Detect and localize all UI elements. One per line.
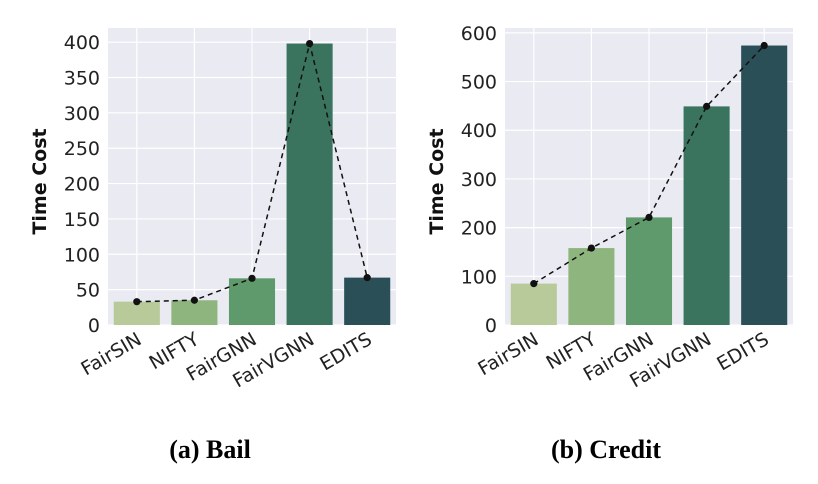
y-tick-label: 400 [461,120,497,142]
bar-edits [741,45,788,326]
bar-fairsin [510,283,557,325]
bar-nifty [171,300,218,325]
trend-point [645,213,653,221]
trend-point [306,39,314,48]
y-tick-label: 350 [64,68,100,90]
y-tick-label: 150 [64,209,100,231]
y-tick-label: 200 [64,174,100,196]
y-tick-label: 200 [461,218,497,240]
y-tick-label: 250 [64,138,100,160]
bar-edits [344,277,391,325]
bar-fairvgnn [683,106,730,326]
y-tick-label: 300 [64,103,100,125]
y-tick-label: 500 [461,72,497,94]
y-axis-title: Time Cost [426,128,448,234]
y-tick-label: 300 [461,169,497,191]
trend-point [133,298,141,306]
trend-point [248,274,256,282]
bar-fairgnn [228,278,276,325]
bar-nifty [568,248,615,325]
x-tick-label: EDITS [316,328,375,375]
chart-caption: (b) Credit [551,435,661,464]
bar-fairvgnn [286,43,333,326]
trend-point [760,41,768,50]
y-tick-label: 50 [76,280,100,302]
y-tick-label: 400 [64,32,100,54]
y-tick-label: 100 [461,266,497,288]
y-axis-title: Time Cost [29,128,51,234]
y-tick-label: 100 [64,244,100,266]
trend-point [530,280,538,288]
y-tick-label: 600 [461,23,497,45]
y-tick-label: 0 [485,315,497,337]
trend-point [703,102,711,110]
trend-point [363,274,371,282]
trend-point [190,296,198,304]
trend-line [533,45,765,285]
bar-fairsin [113,301,160,325]
chart-caption: (a) Bail [169,435,251,464]
y-tick-label: 0 [88,315,100,337]
x-tick-label: EDITS [713,328,772,375]
bar-fairgnn [625,217,673,325]
trend-point [587,244,596,252]
